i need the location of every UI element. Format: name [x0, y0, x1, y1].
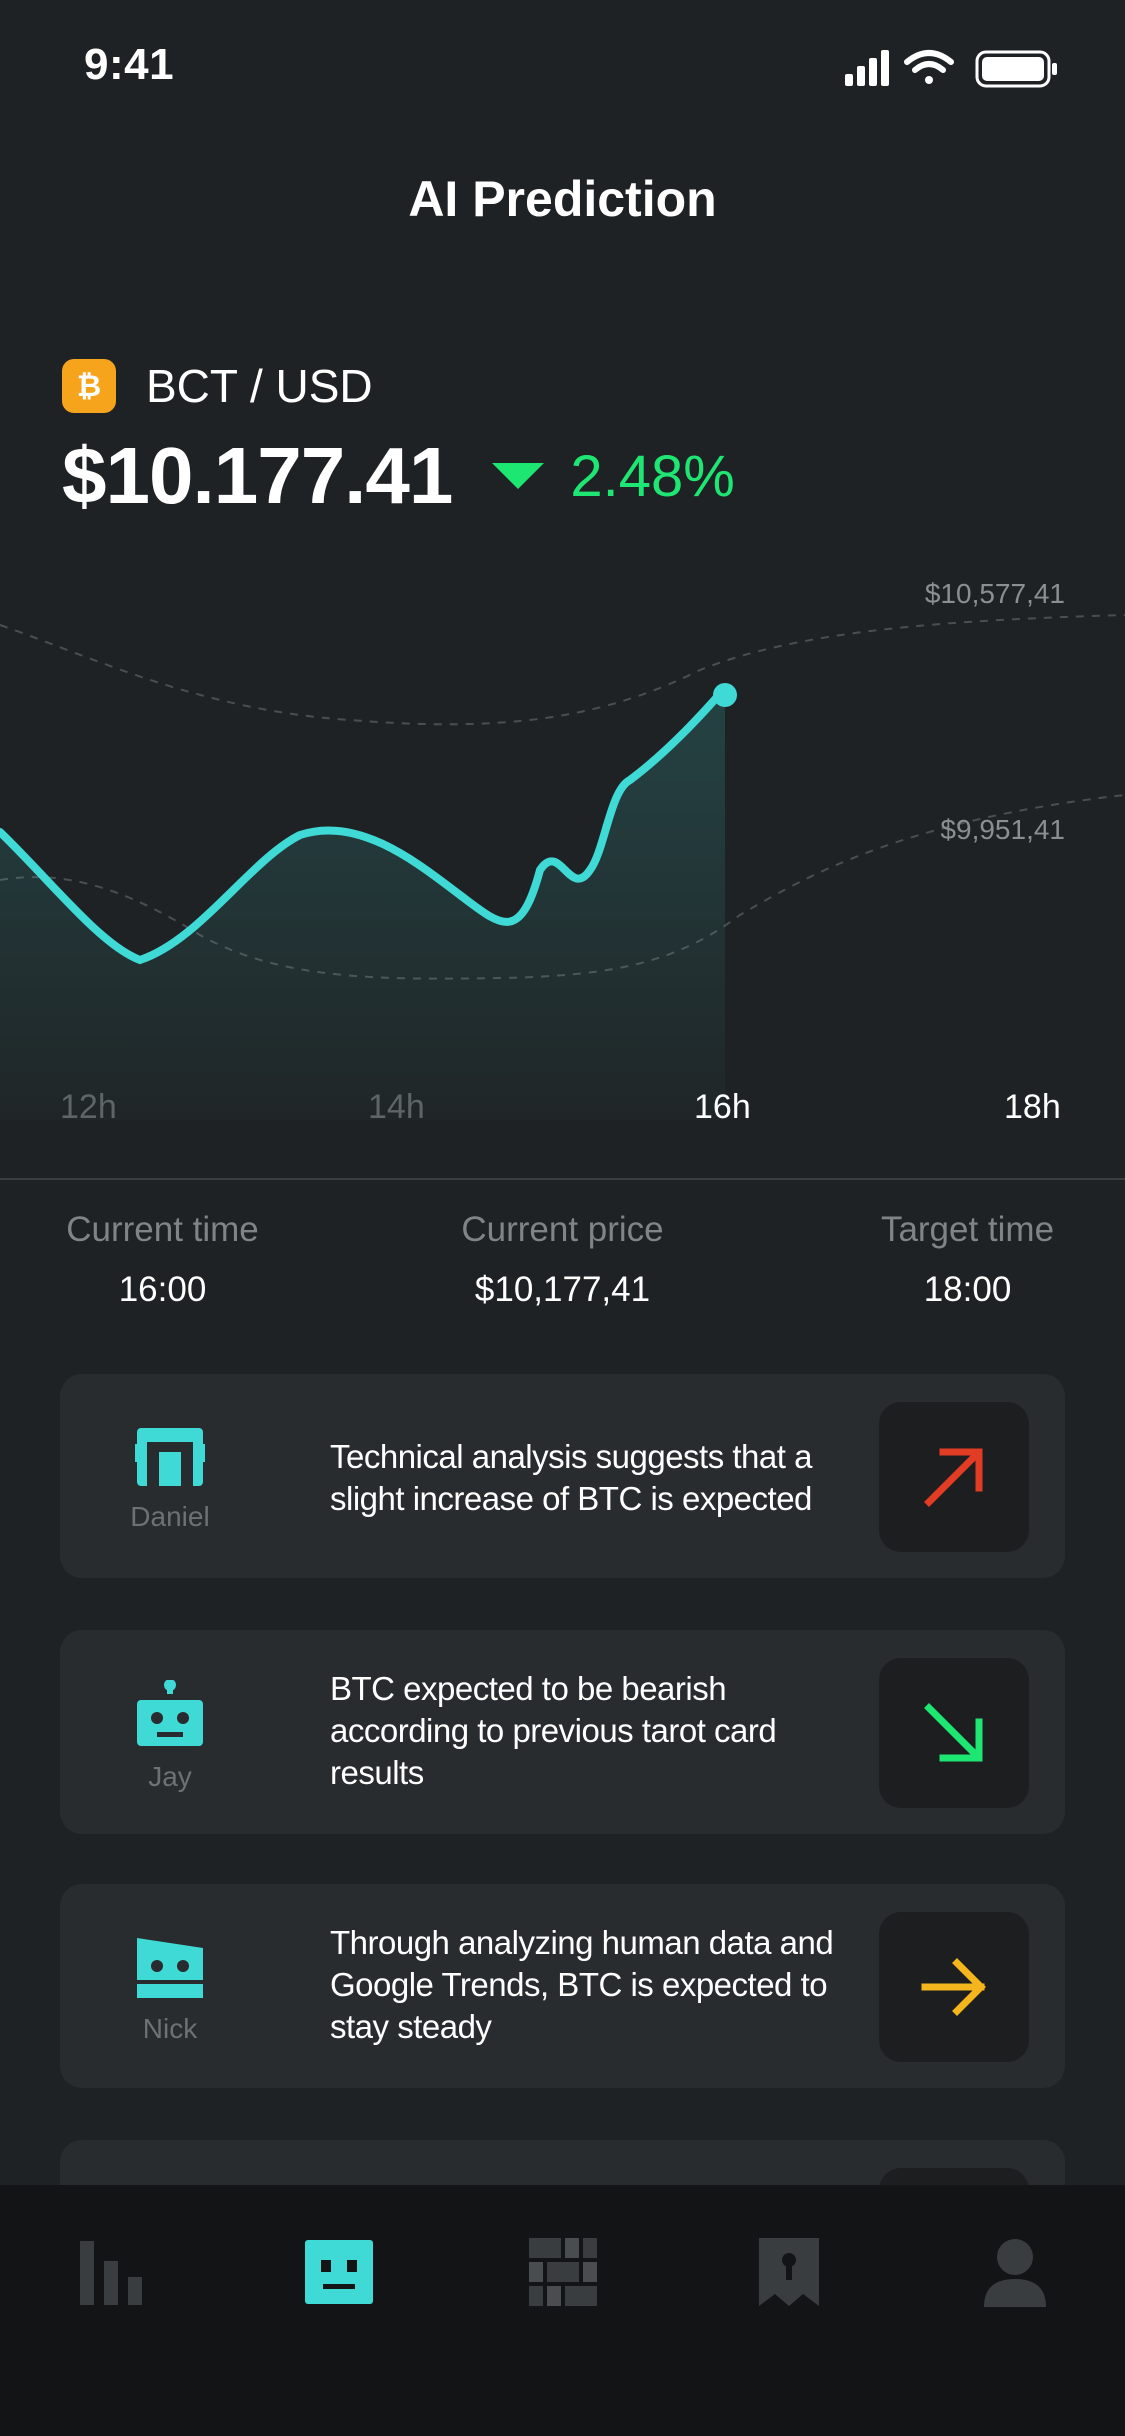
current-price: $10.177.41 — [62, 431, 453, 520]
current-price-block: Current price $10,177,41 — [440, 1210, 685, 1310]
page-title: AI Prediction — [408, 171, 717, 227]
status-time: 9:41 — [84, 40, 175, 89]
upper-band-label: $10,577,41 — [924, 578, 1065, 609]
triangle-down-icon — [492, 463, 545, 489]
prediction-card-daniel[interactable]: Daniel Technical analysis suggests that … — [60, 1374, 1065, 1578]
x-tick-12h: 12h — [60, 1088, 117, 1126]
grid-icon — [529, 2238, 597, 2306]
chart-bars-icon — [80, 2241, 142, 2305]
robot-daniel-icon — [135, 1428, 205, 1486]
avatar: Nick — [120, 1934, 220, 2045]
bitcoin-icon: ₿ — [62, 359, 116, 413]
robot-jay-icon — [137, 1679, 203, 1746]
battery-icon — [975, 50, 1057, 88]
current-point-marker[interactable] — [713, 683, 737, 707]
current-price-value: $10,177,41 — [474, 1270, 651, 1309]
price-change: 2.48% — [570, 443, 735, 509]
wifi-icon — [904, 50, 954, 84]
nav-profile[interactable] — [970, 2227, 1060, 2317]
current-price-label: Current price — [461, 1210, 664, 1249]
avatar: Daniel — [120, 1424, 220, 1533]
arrow-down-right-icon — [924, 1703, 983, 1762]
trend-down-button[interactable] — [879, 1658, 1029, 1808]
profile-icon — [984, 2239, 1046, 2307]
predictor-name: Nick — [142, 2013, 198, 2044]
robot-nick-icon — [137, 1938, 203, 1998]
predictor-name: Jay — [148, 1761, 192, 1792]
chart-divider — [0, 1178, 1125, 1180]
price-chart — [0, 614, 1125, 1120]
target-time-value: 18:00 — [923, 1270, 1012, 1309]
prediction-text: BTC expected to be bearish according to … — [330, 1670, 777, 1791]
upper-band-line — [0, 614, 1125, 726]
predictor-name: Daniel — [130, 1501, 210, 1532]
lower-band-label: $9,951,41 — [940, 814, 1065, 845]
prediction-card-nick[interactable]: Nick Through analyzing human data and Go… — [60, 1884, 1065, 2088]
nav-markets[interactable] — [68, 2227, 158, 2317]
nav-bookmarks[interactable] — [744, 2227, 834, 2317]
trend-steady-button[interactable] — [879, 1912, 1029, 2062]
status-icons — [845, 50, 1057, 88]
pair-label: BCT / USD — [146, 360, 373, 412]
x-tick-18h: 18h — [1004, 1088, 1061, 1126]
prediction-text: Through analyzing human data and Google … — [330, 1924, 834, 2045]
arrow-up-right-icon — [924, 1448, 983, 1507]
price-line — [0, 684, 729, 965]
nav-ai-prediction[interactable] — [294, 2227, 384, 2317]
target-time-label: Target time — [880, 1210, 1055, 1249]
nav-grid[interactable] — [518, 2227, 608, 2317]
prediction-text: Technical analysis suggests that a sligh… — [330, 1438, 812, 1517]
pair-row[interactable]: ₿ BCT / USD — [62, 358, 373, 414]
current-time-block: Current time 16:00 — [60, 1210, 265, 1310]
trend-up-button[interactable] — [879, 1402, 1029, 1552]
avatar: Jay — [120, 1679, 220, 1793]
price-area — [0, 688, 725, 1120]
current-time-label: Current time — [66, 1210, 259, 1249]
arrow-right-icon — [921, 1958, 986, 2016]
current-time-value: 16:00 — [118, 1270, 207, 1309]
signal-icon — [845, 50, 889, 86]
price-row: $10.177.41 2.48% — [62, 430, 735, 522]
target-time-block: Target time 18:00 — [870, 1210, 1065, 1310]
x-tick-14h: 14h — [368, 1088, 425, 1126]
x-tick-16h: 16h — [694, 1088, 751, 1126]
bookmark-icon — [759, 2238, 819, 2306]
robot-face-icon — [305, 2240, 373, 2304]
prediction-card-jay[interactable]: Jay BTC expected to be bearish according… — [60, 1630, 1065, 1834]
bottom-nav — [0, 2185, 1125, 2436]
